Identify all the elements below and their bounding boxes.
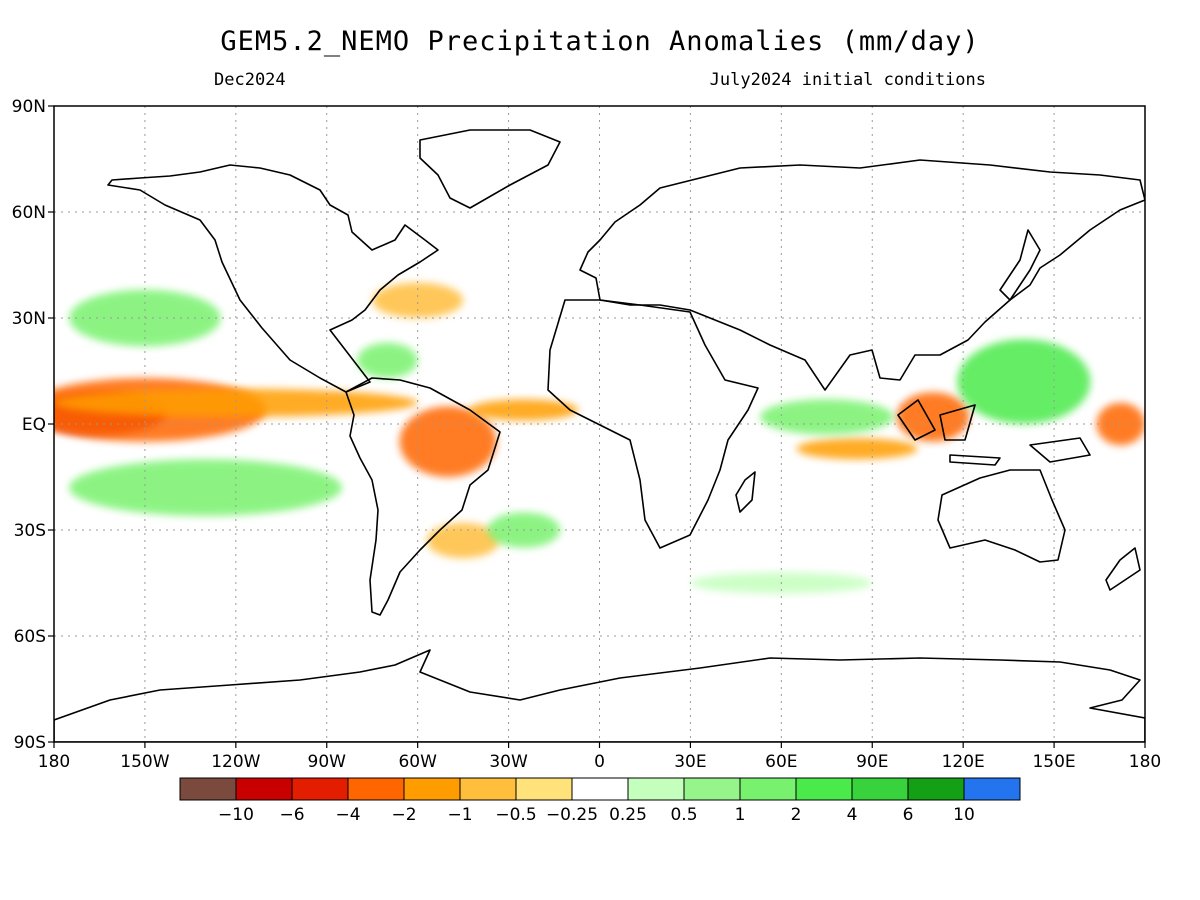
lat-label: 90S <box>14 733 46 753</box>
anomaly-west-pacific-wet <box>957 339 1091 424</box>
lat-label: 30N <box>12 309 46 329</box>
colorbar-swatch <box>851 777 909 801</box>
colorbar-swatch <box>235 777 293 801</box>
coastlines <box>54 129 1145 742</box>
lat-label: 90N <box>12 97 46 117</box>
lon-label: 150W <box>120 752 169 772</box>
colorbar-swatch <box>683 777 741 801</box>
colorbar-label: −6 <box>279 805 304 825</box>
colorbar-swatch <box>459 777 517 801</box>
colorbar-label: 1 <box>735 805 746 825</box>
lat-label: EQ <box>22 415 46 435</box>
colorbar-swatch <box>627 777 685 801</box>
graticule <box>54 106 1145 742</box>
init-conditions-label: July2024 initial conditions <box>709 70 986 90</box>
colorbar-label: −1 <box>447 805 472 825</box>
anomaly-west-pacific-dry <box>1096 402 1145 446</box>
coast-australia <box>937 469 1066 563</box>
coast-indonesia <box>897 399 1091 466</box>
anomaly-caribbean-wet <box>357 342 418 379</box>
lon-label: 120E <box>942 752 985 772</box>
colorbar-label: 0.5 <box>670 805 697 825</box>
colorbar: −10 −6 −4 −2 −1 −0.5 −0.25 0.25 0.5 1 2 4 6 10 <box>179 777 1021 825</box>
lat-label: 30S <box>14 521 46 541</box>
colorbar-label: −2 <box>391 805 416 825</box>
anomaly-indian-ocean-dry <box>796 438 918 460</box>
colorbar-swatch <box>963 777 1021 801</box>
map-title: GEM5.2_NEMO Precipitation Anomalies (mm/… <box>220 26 980 57</box>
colorbar-swatch <box>739 777 797 801</box>
lon-label: 180 <box>38 752 70 772</box>
colorbar-label: 10 <box>953 805 975 825</box>
lon-label: 90E <box>856 752 888 772</box>
colorbar-swatch <box>795 777 853 801</box>
coast-madagascar <box>735 471 756 513</box>
latitude-labels: 90N 60N 30N EQ 30S 60S 90S <box>12 97 54 753</box>
coast-new-zealand <box>1105 547 1141 591</box>
lon-label: 60E <box>765 752 797 772</box>
colorbar-swatch <box>571 777 629 801</box>
coast-japan <box>999 229 1041 301</box>
longitude-labels: 180 150W 120W 90W 60W 30W 0 30E 60E 90E 120E 150E 18… <box>38 742 1161 772</box>
colorbar-label: −0.5 <box>495 805 536 825</box>
coast-africa <box>547 299 759 549</box>
lon-label: 180 <box>1129 752 1161 772</box>
anomaly-indian-ocean-wet <box>760 399 894 435</box>
lon-label: 30E <box>674 752 706 772</box>
anomaly-layer <box>54 282 1145 594</box>
colorbar-label: 2 <box>791 805 802 825</box>
colorbar-swatch <box>291 777 349 801</box>
coast-eurasia <box>579 159 1145 391</box>
colorbar-label: −10 <box>218 805 254 825</box>
colorbar-label: −4 <box>335 805 360 825</box>
coast-north-america <box>107 164 439 393</box>
anomaly-north-atlantic-dry <box>372 282 464 319</box>
anomaly-atlantic-itcz-dry <box>469 399 579 421</box>
anomaly-south-atlantic-dry <box>426 522 500 559</box>
lat-label: 60S <box>14 627 46 647</box>
colorbar-label: 4 <box>847 805 858 825</box>
lon-label: 60W <box>398 752 437 772</box>
colorbar-swatch <box>347 777 405 801</box>
lon-label: 90W <box>308 752 347 772</box>
coast-greenland <box>419 129 561 209</box>
anomaly-south-pacific-wet <box>69 459 342 516</box>
lat-label: 60N <box>12 203 46 223</box>
colorbar-swatch <box>179 777 237 801</box>
coast-antarctica <box>54 649 1145 742</box>
colorbar-swatch <box>515 777 573 801</box>
colorbar-label: 0.25 <box>609 805 647 825</box>
anomaly-equatorial-pacific-dry-band <box>54 388 418 417</box>
lon-label: 120W <box>211 752 260 772</box>
valid-month-label: Dec2024 <box>214 70 286 90</box>
anomaly-maritime-continent-dry <box>896 392 970 442</box>
lon-label: 150E <box>1032 752 1075 772</box>
colorbar-label: −0.25 <box>546 805 598 825</box>
lon-label: 0 <box>594 752 605 772</box>
lon-label: 30W <box>489 752 528 772</box>
colorbar-swatch <box>907 777 965 801</box>
colorbar-swatch <box>403 777 461 801</box>
coast-south-america <box>345 377 501 616</box>
anomaly-amazon-dry <box>399 406 497 477</box>
colorbar-label: 6 <box>903 805 914 825</box>
